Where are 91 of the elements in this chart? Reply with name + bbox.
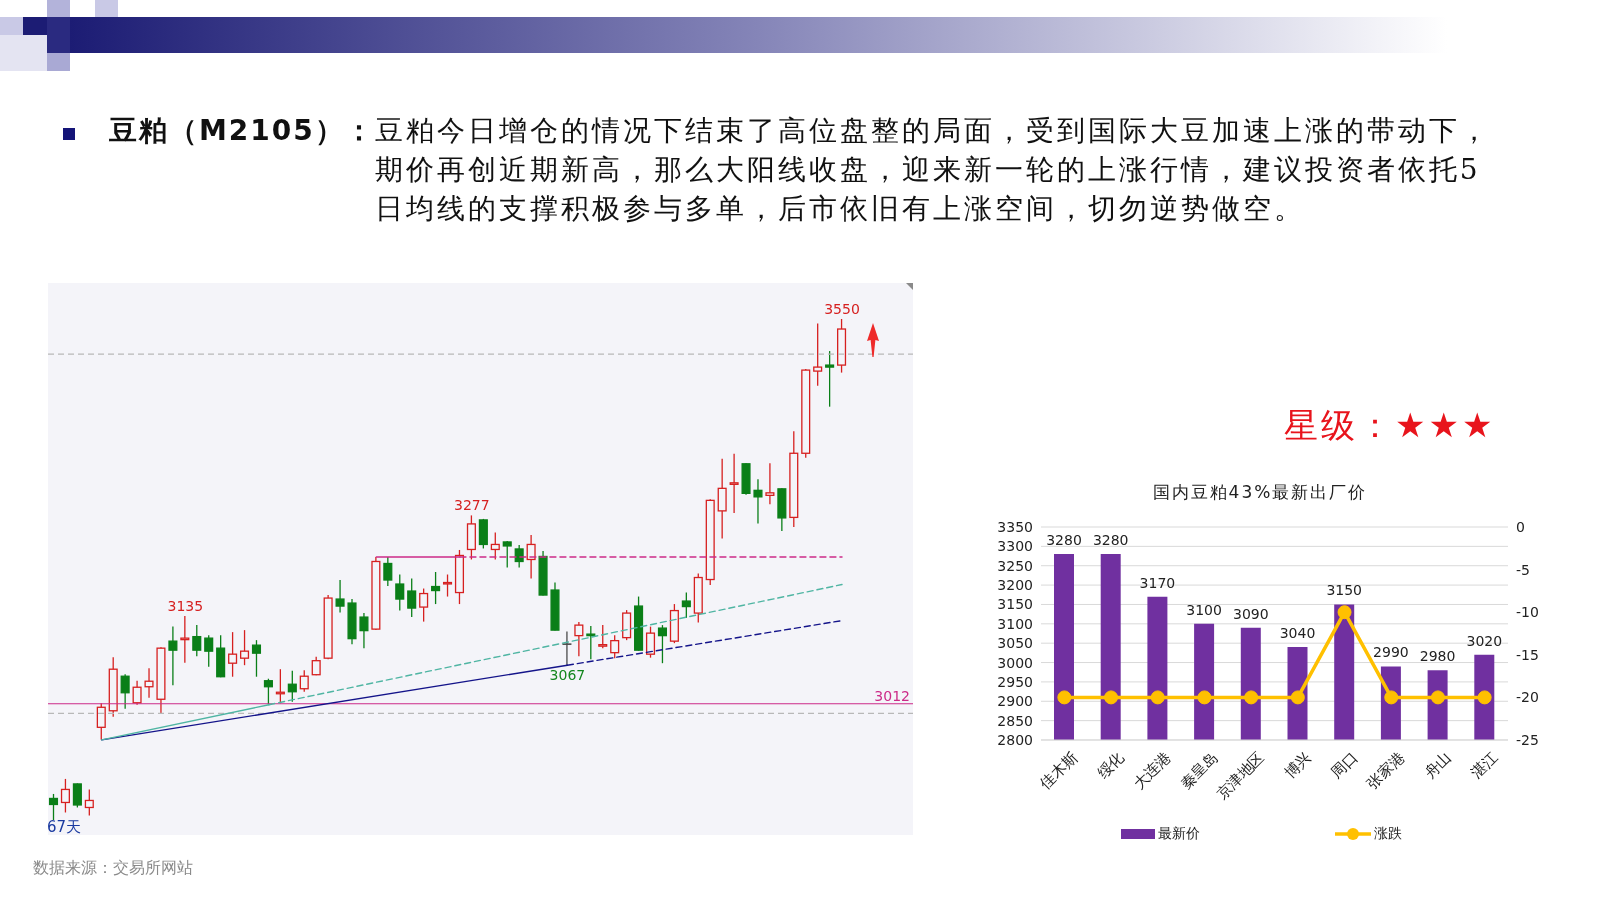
chart-title: 豆粕（M2105）： <box>109 114 375 147</box>
data-label: 3280 <box>1092 532 1129 549</box>
y-tick-label: 2950 <box>997 673 1033 690</box>
chart-title: 国内豆粕43%最新出厂价 <box>1152 482 1368 502</box>
data-label: 2980 <box>1419 648 1456 665</box>
annotation: 3012 <box>874 687 910 704</box>
candlestick <box>442 573 453 598</box>
x-tick-label: 张家港 <box>1363 748 1408 793</box>
data-label: 3090 <box>1232 605 1269 622</box>
y-tick-label: 3150 <box>997 596 1033 613</box>
x-tick-label: 湛江 <box>1467 748 1502 782</box>
candlestick <box>228 631 238 678</box>
legend-label: 涨跌 <box>1374 825 1402 841</box>
candlestick <box>240 629 250 666</box>
data-label: 3170 <box>1139 574 1176 591</box>
candlestick <box>144 667 154 699</box>
candlestick <box>263 678 273 706</box>
annotation: 3067 <box>549 667 586 684</box>
candlestick <box>251 639 262 678</box>
candlestick <box>180 615 190 664</box>
candlestick <box>490 531 500 561</box>
y2-tick-label: -20 <box>1516 689 1539 706</box>
data-label: 3150 <box>1326 582 1363 599</box>
candlestick <box>287 670 297 703</box>
candlestick <box>383 556 393 587</box>
candlestick <box>574 621 584 657</box>
x-tick-label: 博兴 <box>1280 748 1315 782</box>
y-tick-label: 3300 <box>997 538 1033 555</box>
y2-tick-label: -25 <box>1516 731 1539 748</box>
y-tick-label: 3350 <box>997 518 1033 535</box>
y-tick-label: 3100 <box>997 615 1033 632</box>
y-tick-label: 3200 <box>997 577 1033 594</box>
candlestick <box>335 579 345 614</box>
candlestick <box>681 591 691 619</box>
annotation: 3277 <box>454 497 490 514</box>
annotation: 67天 <box>47 818 82 836</box>
x-tick-label: 大连港 <box>1129 748 1175 793</box>
y-tick-label: 2900 <box>997 693 1033 710</box>
y-tick-label: 3000 <box>997 654 1033 671</box>
candlestick <box>645 625 656 659</box>
candlestick <box>586 625 596 660</box>
x-tick-label: 周口 <box>1327 748 1362 782</box>
candlestick <box>72 782 82 809</box>
candlestick <box>204 634 214 668</box>
x-tick-label: 舟山 <box>1420 748 1455 782</box>
candlestick <box>502 540 512 569</box>
candlestick <box>419 587 429 623</box>
y2-tick-label: 0 <box>1516 518 1525 535</box>
y2-tick-label: -10 <box>1516 604 1539 621</box>
y-tick-label: 2850 <box>997 712 1033 729</box>
x-tick-label: 绥化 <box>1093 748 1128 782</box>
x-tick-label: 佳木斯 <box>1036 748 1082 793</box>
source-note: 数据来源：交易所网站 <box>33 858 193 877</box>
data-label: 3020 <box>1466 632 1503 649</box>
text: 星级：★★★ <box>1284 405 1496 445</box>
candlestick <box>765 462 775 506</box>
annotation: 3135 <box>167 598 204 615</box>
candlestick <box>359 612 369 649</box>
candlestick <box>96 702 106 741</box>
candlestick <box>717 458 727 540</box>
text: 豆粕今日增仓的情况下结束了高位盘整的局面，受到国际大豆加速上涨的带动下，期价再创近期新高，那么大阳线收盘，迎来新一轮的上涨行情，建议投资者依托5日均线的支撑积极参与多单，后市依旧有上涨空间，切勿逆势做空。 <box>374 114 1491 225</box>
data-label: 3100 <box>1186 601 1222 618</box>
legend-label: 最新价 <box>1158 825 1200 841</box>
candlestick <box>813 322 823 387</box>
candlestick <box>753 478 763 525</box>
candlestick <box>60 778 70 814</box>
candlestick <box>168 625 178 686</box>
candlestick <box>657 624 667 664</box>
candlestick <box>407 577 417 618</box>
annotation: 3550 <box>824 301 860 317</box>
candlestick <box>395 573 405 612</box>
candlestick <box>48 793 59 820</box>
candlestick <box>610 634 620 659</box>
data-label: 2990 <box>1373 644 1409 661</box>
candlestick <box>299 669 309 693</box>
candlestick <box>561 630 573 666</box>
data-label: 3280 <box>1046 532 1082 549</box>
candlestick <box>431 571 441 605</box>
candlestick <box>825 350 835 408</box>
data-label: 3040 <box>1279 625 1316 642</box>
candlestick <box>84 788 94 817</box>
y-tick-label: 3250 <box>997 557 1033 574</box>
candlestick <box>132 680 142 706</box>
y-tick-label: 3050 <box>997 635 1033 652</box>
candlestick <box>729 453 739 514</box>
candlestick <box>120 673 130 710</box>
y2-tick-label: -15 <box>1516 646 1539 663</box>
candlestick <box>192 624 202 657</box>
y2-tick-label: -5 <box>1516 561 1530 578</box>
candlestick <box>598 624 608 649</box>
y-tick-label: 2800 <box>997 731 1033 748</box>
